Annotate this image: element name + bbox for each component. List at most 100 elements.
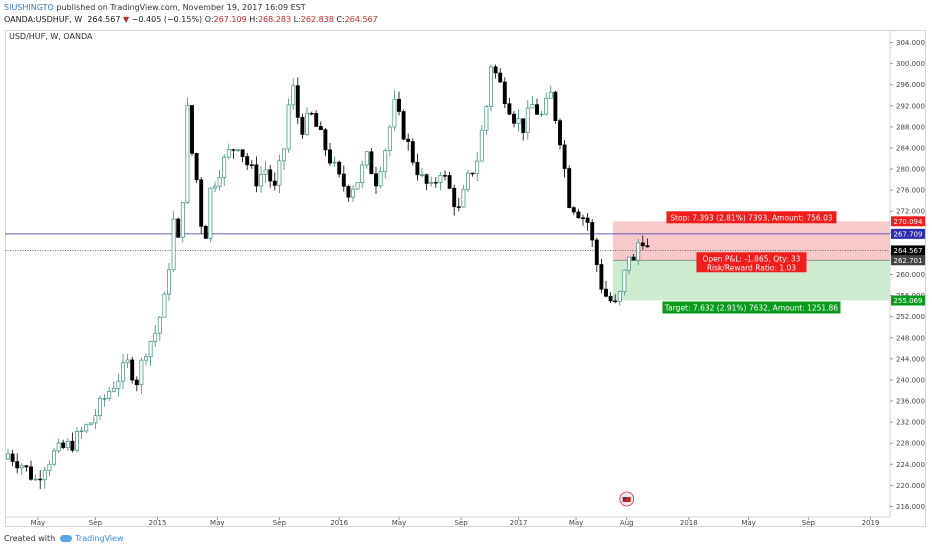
candle-body [38,478,43,481]
candle-body [84,424,89,432]
candle-body [93,415,98,424]
candle-body [489,66,493,107]
candle-body [590,222,595,241]
candle [387,124,392,157]
candle [447,171,452,190]
candle-body [157,316,162,334]
candle [581,214,585,226]
candle-body [608,295,613,302]
candle-body [245,156,250,166]
candle [314,110,319,127]
created-with-label: Created with [4,534,56,543]
low-label: L: [293,15,301,24]
tradingview-cloud-icon [60,535,73,542]
high-label: H: [249,15,258,24]
author-link[interactable]: SIUSHINGTO [4,3,54,12]
candle-body [98,398,102,417]
y-tick-label: 236.000 [896,398,925,406]
tradingview-brand[interactable]: TradingView [75,534,124,543]
candle-body [525,107,530,133]
candle [558,118,562,150]
candle [594,237,599,272]
y-tick-label: 232.000 [896,419,925,427]
candle [61,439,66,450]
candle-body [268,169,273,182]
candle-body [364,151,369,166]
candle-body [553,91,558,121]
candle [222,153,227,187]
candle [502,77,507,109]
candle-body [461,188,466,208]
chart-title: USD/HUF, W, OANDA [9,32,93,41]
candle-body [88,422,93,426]
candle [38,470,43,489]
candle [171,210,176,272]
candle-body [249,164,254,166]
price-chart[interactable]: USD/HUF, W, OANDA 216.000 220.000 224.000 22… [5,30,926,527]
price-change: −0.405 (−0.15%) [131,15,203,24]
candle [93,409,98,430]
candle-body [19,465,24,469]
candle-body [401,111,406,140]
candle [337,160,342,178]
candle-body [516,118,521,124]
candle-body [640,242,645,247]
candle-body [318,126,323,131]
candle [84,423,89,434]
candle-body [130,359,135,381]
candle-body [125,359,130,364]
candle [406,133,411,151]
axis-price-text: 255.069 [894,297,923,305]
candle [645,238,650,248]
candle-body [291,85,296,106]
candle-body [613,300,618,303]
candle [52,448,56,466]
candle-body [15,461,20,469]
risk-reward-text: Risk/Reward Ratio: 1.03 [707,263,796,272]
candle-body [622,269,627,293]
candle-body [314,113,319,127]
candle-body [277,160,282,186]
candle-body [581,217,585,219]
candle [443,170,447,181]
x-tick-label: Sep [89,519,103,527]
axis-price-bg [891,216,925,227]
candle [599,258,604,294]
candle-body [162,293,167,318]
x-tick-label: 2017 [510,519,528,527]
candle [56,438,61,454]
close-label: C: [336,15,345,24]
candle [295,77,300,125]
candle [433,177,438,188]
candle-body [392,98,397,128]
candle [19,463,24,476]
candle [604,280,608,298]
candle-body [10,453,15,462]
y-tick-label: 300.000 [896,60,925,68]
candle [401,109,406,141]
candle-body [111,387,116,392]
candle-body [121,362,125,382]
candle [452,184,457,216]
candle-body [70,440,75,451]
candle-body [631,256,636,261]
axis-price-bg [891,228,925,239]
candle [456,197,461,212]
candle [217,170,222,191]
candle [130,356,135,384]
candle [567,165,572,209]
candle-body [208,187,213,239]
candle-body [512,113,516,124]
candle-body [383,150,388,173]
candles [6,64,650,489]
candle-body [479,129,484,162]
candle [282,148,286,171]
candle-body [645,245,650,248]
axis-price-text: 262.701 [894,257,923,265]
candle [70,432,75,453]
candle-body [61,442,66,449]
quote-line: OANDA:USDHUF, W 264.567 ▼ −0.405 (−0.15%… [4,14,378,26]
footer: Created with TradingView [4,534,124,543]
candle [424,173,429,191]
candle-body [346,185,351,198]
